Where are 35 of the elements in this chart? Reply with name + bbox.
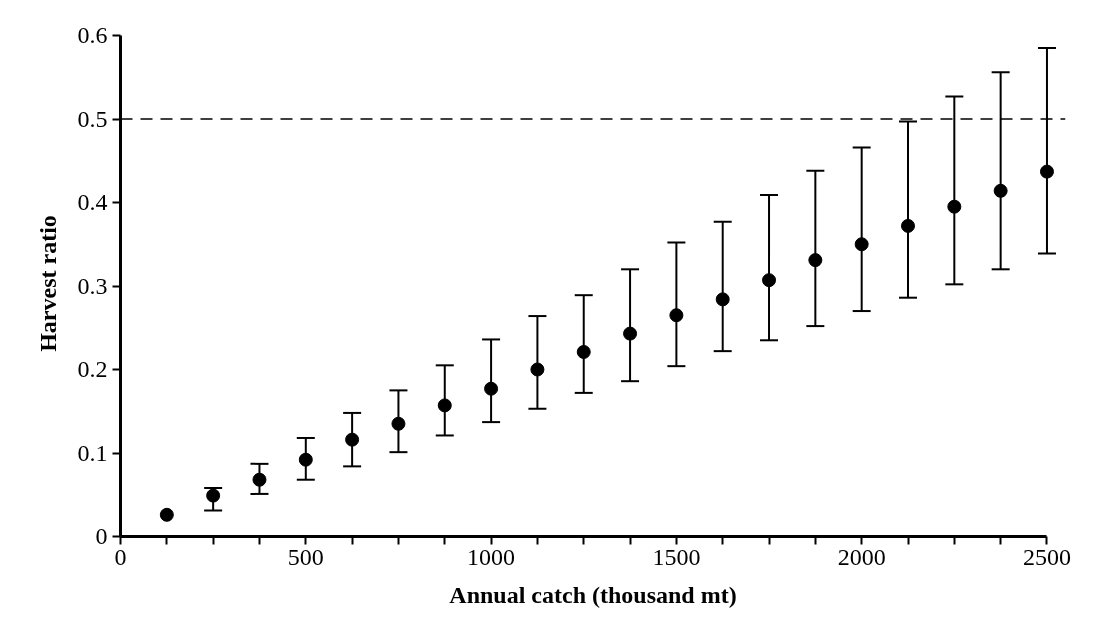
y-tick-label: 0.3 (77, 272, 108, 299)
x-tick-label: 500 (287, 543, 324, 570)
point (484, 381, 499, 396)
point (901, 218, 915, 233)
x-tick-label: 2000 (837, 543, 886, 570)
y-tick-label: 0.2 (77, 356, 108, 382)
point (715, 292, 730, 307)
point (808, 253, 823, 268)
point (530, 362, 545, 377)
point (669, 308, 684, 323)
point (391, 416, 406, 431)
point (1039, 164, 1054, 179)
x-tick-label: 1500 (652, 543, 701, 570)
point (993, 183, 1008, 198)
point (762, 273, 777, 288)
y-axis-title: Harvest ratio (34, 215, 61, 352)
point (623, 326, 638, 341)
point (252, 472, 267, 487)
y-tick-label: 0.6 (77, 22, 108, 49)
point (345, 432, 360, 447)
point (576, 344, 591, 359)
point (206, 488, 221, 503)
point (947, 199, 962, 214)
point (159, 507, 174, 522)
x-axis-title: Annual catch (thousand mt) (449, 581, 737, 608)
y-tick-label: 0.1 (77, 439, 108, 466)
y-tick-label: 0.4 (77, 189, 108, 216)
y-tick-label: 0.5 (77, 105, 108, 132)
x-tick-label: 1000 (467, 543, 516, 570)
point (854, 237, 869, 252)
x-tick-label: 0 (114, 543, 127, 570)
point (298, 452, 313, 467)
y-tick-label: 0 (95, 523, 108, 549)
x-tick-label: 2500 (1022, 543, 1071, 570)
point (437, 398, 452, 413)
